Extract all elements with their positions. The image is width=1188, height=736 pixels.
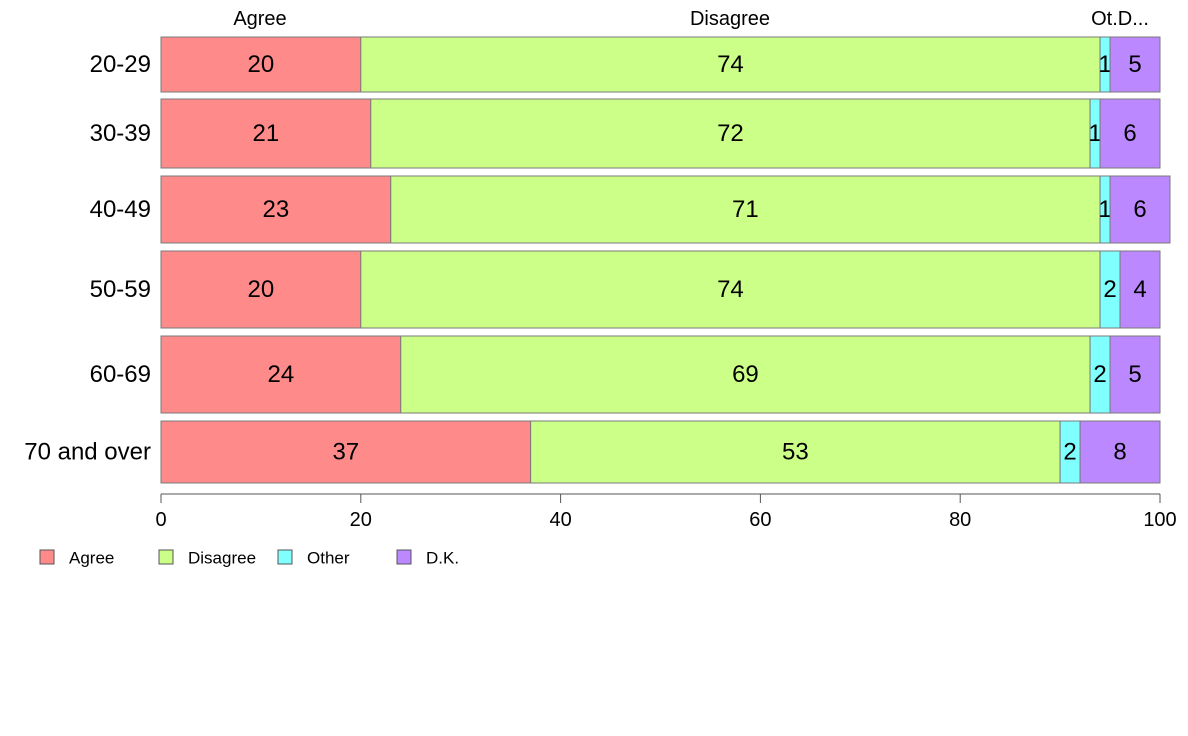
legend-swatch: [39, 549, 55, 565]
data-label: 1: [1088, 120, 1101, 147]
category-label: 20-29: [90, 51, 151, 78]
top-label-other-dk: Ot.D...: [1091, 8, 1149, 30]
legend-swatch: [396, 549, 412, 565]
data-label: 53: [782, 439, 809, 466]
bar-segment-disagree-row-3: [360, 250, 1101, 329]
x-axis: 0 20 40 60 80 100: [155, 493, 1177, 531]
data-label: 5: [1128, 361, 1141, 388]
x-tick-label: 60: [749, 509, 771, 531]
category-label: 50-59: [90, 276, 151, 303]
data-label: 23: [263, 196, 290, 223]
top-label-disagree: Disagree: [690, 8, 770, 30]
bar-segment-disagree-row-4: [400, 335, 1091, 414]
bar-segment-agree-row-4: [160, 335, 402, 414]
bar-segment-disagree-row-1: [370, 98, 1091, 169]
data-label: 74: [717, 51, 744, 78]
data-label: 4: [1133, 276, 1146, 303]
bar-segment-d-k--row-4: [1109, 335, 1161, 414]
legend-label: Other: [307, 549, 350, 568]
legend-swatch: [158, 549, 174, 565]
category-label: 70 and over: [24, 439, 151, 466]
category-labels: 20-29 30-39 40-49 50-59 60-69 70 and over: [24, 51, 151, 466]
data-label: 20: [248, 51, 275, 78]
bars-group: 20 74 1 521 72 1 623 71 1 620 74 2 424 69 2 537 53 2 8: [160, 36, 1171, 484]
x-tick-label: 0: [155, 509, 166, 531]
bar-segment-disagree-row-5: [530, 420, 1061, 484]
data-label: 74: [717, 276, 744, 303]
x-tick-label: 80: [949, 509, 971, 531]
category-label: 30-39: [90, 120, 151, 147]
bar-segment-d-k--row-3: [1119, 250, 1161, 329]
x-tick-label: 40: [549, 509, 571, 531]
bar-segment-agree-row-3: [160, 250, 362, 329]
data-label: 21: [253, 120, 280, 147]
top-label-agree: Agree: [233, 8, 286, 30]
bar-segment-d-k--row-0: [1109, 36, 1161, 93]
data-label: 37: [332, 439, 359, 466]
legend: Agree Disagree Other D.K.: [39, 549, 459, 568]
data-label: 6: [1123, 120, 1136, 147]
bar-segment-agree-row-0: [160, 36, 362, 93]
x-tick-label: 100: [1143, 509, 1176, 531]
data-label: 2: [1063, 439, 1076, 466]
data-label: 69: [732, 361, 759, 388]
bar-segment-agree-row-1: [160, 98, 372, 169]
category-label: 60-69: [90, 361, 151, 388]
bar-segment-disagree-row-2: [390, 175, 1101, 244]
bar-segment-d-k--row-5: [1079, 420, 1161, 484]
legend-label: Agree: [69, 549, 114, 568]
data-label: 20: [248, 276, 275, 303]
data-label: 1: [1098, 51, 1111, 78]
data-label: 71: [732, 196, 759, 223]
data-label: 1: [1098, 196, 1111, 223]
bar-segment-disagree-row-0: [360, 36, 1101, 93]
data-label: 2: [1103, 276, 1116, 303]
data-label: 2: [1093, 361, 1106, 388]
segment-header-labels: Agree Disagree Ot.D...: [233, 8, 1149, 30]
data-label: 72: [717, 120, 744, 147]
legend-swatch: [277, 549, 293, 565]
data-label: 8: [1113, 439, 1126, 466]
legend-label: D.K.: [426, 549, 459, 568]
bar-segment-d-k--row-2: [1109, 175, 1171, 244]
data-label: 5: [1128, 51, 1141, 78]
bar-segment-agree-row-2: [160, 175, 392, 244]
data-label: 24: [268, 361, 295, 388]
x-tick-label: 20: [350, 509, 372, 531]
legend-label: Disagree: [188, 549, 256, 568]
bar-segment-agree-row-5: [160, 420, 532, 484]
data-label: 6: [1133, 196, 1146, 223]
category-label: 40-49: [90, 196, 151, 223]
bar-segment-d-k--row-1: [1099, 98, 1161, 169]
